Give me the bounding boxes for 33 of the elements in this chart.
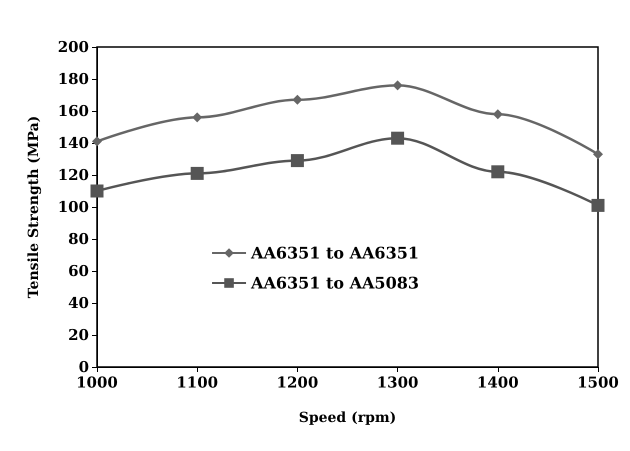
y-tick-label: 160 bbox=[58, 102, 89, 120]
x-tick-label: 1000 bbox=[76, 374, 118, 392]
y-tick-label: 0 bbox=[78, 358, 89, 376]
legend-label: AA6351 to AA5083 bbox=[250, 274, 419, 292]
y-tick-label: 60 bbox=[68, 262, 89, 280]
x-tick-label: 1400 bbox=[476, 374, 519, 392]
y-tick-label: 100 bbox=[58, 198, 89, 216]
point bbox=[592, 198, 604, 212]
x-axis-title: Speed (rpm) bbox=[298, 410, 396, 426]
point bbox=[192, 112, 202, 122]
y-tick-label: 80 bbox=[68, 230, 89, 248]
point bbox=[90, 184, 104, 198]
y-tick-label: 200 bbox=[58, 38, 89, 56]
x-tick-label: 1500 bbox=[577, 374, 619, 392]
point bbox=[292, 94, 302, 105]
legend-label: AA6351 to AA6351 bbox=[250, 244, 419, 262]
x-tick-label: 1200 bbox=[276, 374, 318, 392]
point bbox=[92, 136, 102, 146]
y-tick-label: 20 bbox=[68, 326, 89, 344]
point bbox=[391, 132, 404, 145]
x-tick-label: 1300 bbox=[376, 374, 418, 392]
point bbox=[392, 80, 403, 90]
x-tick-label: 1100 bbox=[176, 374, 218, 392]
y-tick-label: 40 bbox=[68, 294, 89, 312]
y-tick-label: 140 bbox=[58, 134, 89, 152]
point bbox=[190, 166, 204, 180]
y-axis-title: Tensile Strength (MPa) bbox=[26, 116, 42, 298]
point bbox=[491, 165, 504, 178]
point bbox=[593, 149, 603, 160]
y-tick-label: 120 bbox=[58, 166, 89, 184]
point bbox=[290, 154, 304, 168]
y-tick-label: 180 bbox=[58, 70, 89, 88]
point bbox=[492, 109, 503, 120]
